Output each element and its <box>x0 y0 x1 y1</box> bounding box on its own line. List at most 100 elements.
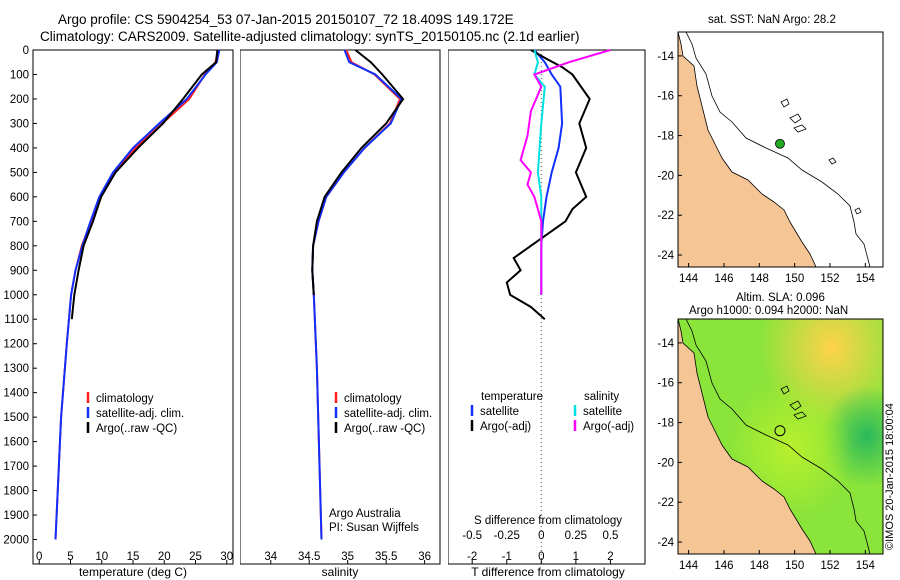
legend-label-satellite: satellite-adj. clim. <box>344 408 432 420</box>
depth-axis: 0 100 200 300 400 500 600 700 800 900 1000 1100 1200… <box>3 45 37 547</box>
sst-map-reef-east <box>854 207 862 215</box>
s-difference-tick-label: 0 <box>538 530 544 542</box>
owner-line-2: PI: Susan Wijffels <box>329 522 419 534</box>
depth-tick-label: 0 <box>23 45 29 57</box>
depth-tick-label: 900 <box>10 265 29 277</box>
legend-label-satellite: satellite-adj. clim. <box>96 408 184 420</box>
sst-map-frame <box>677 31 884 268</box>
depth-tick-label: 2000 <box>3 535 29 547</box>
series-line-argo-raw-qc- <box>311 49 405 295</box>
salinity-tick-label: 34 <box>264 551 277 563</box>
sla-map-frame <box>677 318 884 555</box>
t-difference-tick-label: 2 <box>607 551 613 563</box>
lat-tick-label: -22 <box>657 210 674 222</box>
sst-map-reef-contour <box>685 32 871 267</box>
legend-label-t-argo: Argo(-adj) <box>480 421 531 433</box>
sla-map-title-line-1: Altim. SLA: 0.096 <box>736 292 825 304</box>
t-difference-tick-label: 1 <box>573 551 579 563</box>
float-location-marker <box>775 138 785 149</box>
salinity-xlabel: salinity <box>322 565 359 579</box>
lon-tick-label: 152 <box>820 273 839 285</box>
salinity-legend: climatology satellite-adj. clim. Argo(..… <box>334 392 432 435</box>
legend-title-salinity: salinity <box>584 391 619 403</box>
salinity-tick-label: 35 <box>341 551 354 563</box>
sst-map-lat-axis: -14 -16 -18 -20 -22 -24 <box>657 51 682 262</box>
s-difference-tick-label: -0.25 <box>494 530 520 542</box>
legend-label-argo: Argo(..raw -QC) <box>96 423 177 435</box>
depth-tick-label: 1000 <box>3 290 29 302</box>
temperature-series <box>54 49 221 540</box>
legend-label-s-argo: Argo(-adj) <box>583 421 634 433</box>
sst-map-lon-axis: 144 146 148 150 152 154 <box>679 263 876 285</box>
sla-map-land <box>678 319 817 554</box>
owner-line-1: Argo Australia <box>329 508 401 520</box>
lat-tick-label: -20 <box>657 457 674 469</box>
temperature-axis: 0 5 10 15 20 25 30 <box>36 551 233 564</box>
t-difference-tick-label: -1 <box>502 551 512 563</box>
salinity-plot-frame <box>240 49 441 565</box>
float-location-marker <box>774 425 786 437</box>
temperature-tick-label: 0 <box>36 551 42 563</box>
s-difference-label: S difference from climatology <box>474 515 622 527</box>
temperature-plot-frame <box>32 49 234 565</box>
lon-tick-label: 146 <box>714 560 733 572</box>
sla-map-island <box>780 385 807 420</box>
depth-tick-label: 1800 <box>3 486 29 498</box>
sst-map-title: sat. SST: NaN Argo: 28.2 <box>708 14 836 26</box>
temperature-tick-label: 25 <box>189 551 202 563</box>
sla-map: 144 146 148 150 152 154 -14 -16 -18 -20 -22 -24 <box>657 318 884 572</box>
salinity-axis: 34 34.5 35 35.5 36 <box>264 551 431 564</box>
t-difference-tick-label: -2 <box>467 551 477 563</box>
depth-tick-label: 1100 <box>4 314 29 326</box>
series-line-argo-raw-qc- <box>70 49 219 320</box>
temperature-legend: climatology satellite-adj. clim. Argo(..… <box>86 392 184 435</box>
sla-map-lat-axis: -14 -16 -18 -20 -22 -24 <box>657 338 682 549</box>
lon-tick-label: 148 <box>750 273 769 285</box>
lat-tick-label: -18 <box>657 131 674 143</box>
lon-tick-label: 144 <box>679 273 699 285</box>
salinity-profile-chart: 34 34.5 35 35.5 36 climatology satellite-adj… <box>240 49 441 579</box>
legend-label-s-satellite: satellite <box>583 406 622 418</box>
temperature-tick-label: 5 <box>67 551 73 563</box>
temperature-tick-label: 10 <box>95 551 108 563</box>
title-line-1: Argo profile: CS 5904254_53 07-Jan-2015 … <box>58 12 514 27</box>
depth-tick-label: 1400 <box>3 388 29 400</box>
lat-tick-label: -16 <box>657 91 674 103</box>
lat-tick-label: -20 <box>657 170 674 182</box>
lat-tick-label: -14 <box>657 338 674 350</box>
depth-tick-label: 1200 <box>3 339 29 351</box>
lon-tick-label: 146 <box>714 273 733 285</box>
s-difference-ticks: -0.5 -0.25 0 0.25 0.5 <box>462 530 618 542</box>
series-line-satellite-adj-clim- <box>54 49 221 540</box>
depth-tick-label: 1300 <box>3 363 29 375</box>
depth-tick-label: 1900 <box>3 510 29 522</box>
sla-map-lon-axis: 144 146 148 150 152 154 <box>679 550 876 572</box>
lat-tick-label: -14 <box>657 51 674 63</box>
sst-map-island <box>780 98 807 133</box>
legend-label-t-satellite: satellite <box>480 406 519 418</box>
salinity-tick-label: 34.5 <box>298 551 320 563</box>
lon-tick-label: 154 <box>856 560 876 572</box>
sst-map-land <box>678 32 817 267</box>
lon-tick-label: 152 <box>820 560 839 572</box>
series-line-s-argo-adj- <box>519 49 611 295</box>
legend-title-temperature: temperature <box>481 391 543 403</box>
legend-label-climatology: climatology <box>344 393 402 405</box>
difference-plot-frame <box>448 49 646 565</box>
temperature-tick-label: 15 <box>127 551 140 563</box>
t-difference-tick-label: 0 <box>538 551 544 563</box>
series-line-t-argo-adj- <box>505 49 591 320</box>
lon-tick-label: 144 <box>679 560 699 572</box>
difference-series <box>505 49 611 320</box>
depth-tick-label: 1600 <box>3 437 29 449</box>
lon-tick-label: 148 <box>750 560 769 572</box>
lon-tick-label: 154 <box>856 273 876 285</box>
lon-tick-label: 150 <box>785 560 804 572</box>
legend-label-climatology: climatology <box>96 393 154 405</box>
depth-tick-label: 1500 <box>3 412 29 424</box>
depth-tick-label: 200 <box>10 94 29 106</box>
depth-tick-label: 100 <box>10 69 29 81</box>
temperature-tick-label: 20 <box>158 551 171 563</box>
sla-map-reef-contour <box>685 319 871 554</box>
depth-tick-label: 1700 <box>3 461 29 473</box>
